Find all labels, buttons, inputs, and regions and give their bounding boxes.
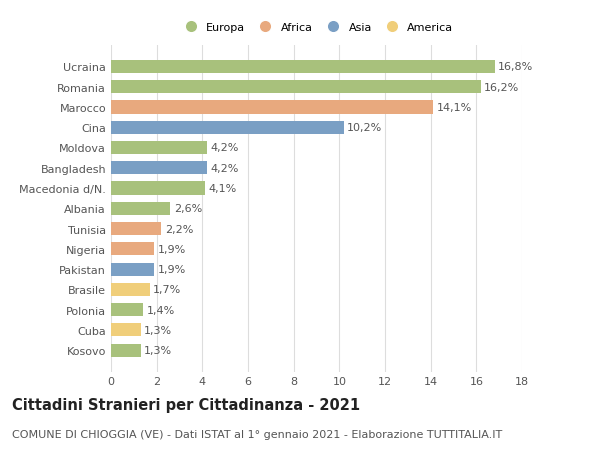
Text: 4,2%: 4,2% <box>211 163 239 174</box>
Text: 16,2%: 16,2% <box>484 83 520 93</box>
Text: 1,3%: 1,3% <box>144 325 172 335</box>
Bar <box>111 344 140 357</box>
Text: COMUNE DI CHIOGGIA (VE) - Dati ISTAT al 1° gennaio 2021 - Elaborazione TUTTITALI: COMUNE DI CHIOGGIA (VE) - Dati ISTAT al … <box>12 429 502 439</box>
Legend: Europa, Africa, Asia, America: Europa, Africa, Asia, America <box>175 19 458 38</box>
Bar <box>111 243 154 256</box>
Bar <box>111 81 481 94</box>
Text: 1,4%: 1,4% <box>146 305 175 315</box>
Bar <box>111 202 170 215</box>
Bar <box>111 101 433 114</box>
Text: 4,2%: 4,2% <box>211 143 239 153</box>
Text: 1,9%: 1,9% <box>158 244 186 254</box>
Text: 1,3%: 1,3% <box>144 346 172 355</box>
Bar <box>111 61 494 74</box>
Text: 2,6%: 2,6% <box>174 204 202 214</box>
Bar <box>111 121 344 134</box>
Bar <box>111 324 140 337</box>
Bar <box>111 303 143 317</box>
Text: 2,2%: 2,2% <box>164 224 193 234</box>
Text: 4,1%: 4,1% <box>208 184 236 194</box>
Bar <box>111 263 154 276</box>
Text: 14,1%: 14,1% <box>436 103 472 113</box>
Bar <box>111 223 161 235</box>
Bar <box>111 283 150 297</box>
Bar <box>111 182 205 195</box>
Text: Cittadini Stranieri per Cittadinanza - 2021: Cittadini Stranieri per Cittadinanza - 2… <box>12 397 360 412</box>
Text: 10,2%: 10,2% <box>347 123 383 133</box>
Bar <box>111 162 207 175</box>
Text: 1,9%: 1,9% <box>158 264 186 274</box>
Text: 16,8%: 16,8% <box>498 62 533 72</box>
Bar <box>111 142 207 155</box>
Text: 1,7%: 1,7% <box>153 285 181 295</box>
